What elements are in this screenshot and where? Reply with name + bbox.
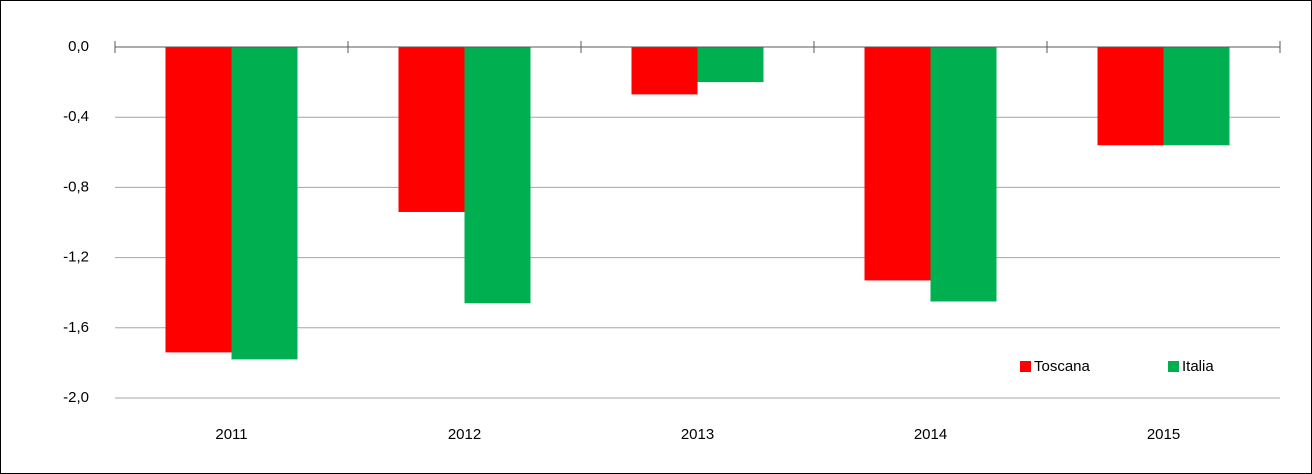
y-tick-label: -1,2 <box>63 249 89 266</box>
x-tick-label: 2012 <box>448 426 481 443</box>
bar <box>930 47 997 302</box>
bar <box>464 47 531 304</box>
y-tick-label: -1,6 <box>63 319 89 336</box>
x-tick-label: 2015 <box>1147 426 1180 443</box>
legend-label: Toscana <box>1034 358 1091 375</box>
y-tick-label: -0,4 <box>63 108 89 125</box>
y-tick-label: -0,8 <box>63 178 89 195</box>
bar <box>697 47 764 83</box>
bar <box>165 47 232 353</box>
bar <box>398 47 465 212</box>
bar <box>1163 47 1230 146</box>
bar <box>1097 47 1164 146</box>
bar <box>631 47 698 95</box>
x-tick-label: 2013 <box>681 426 714 443</box>
legend-swatch <box>1168 361 1179 372</box>
legend-label: Italia <box>1182 358 1214 375</box>
bar <box>864 47 931 281</box>
y-tick-label: -2,0 <box>63 389 89 406</box>
y-tick-label: 0,0 <box>68 38 89 55</box>
bar <box>231 47 298 360</box>
legend-swatch <box>1020 361 1031 372</box>
x-tick-label: 2014 <box>914 426 947 443</box>
x-tick-label: 2011 <box>215 426 247 443</box>
